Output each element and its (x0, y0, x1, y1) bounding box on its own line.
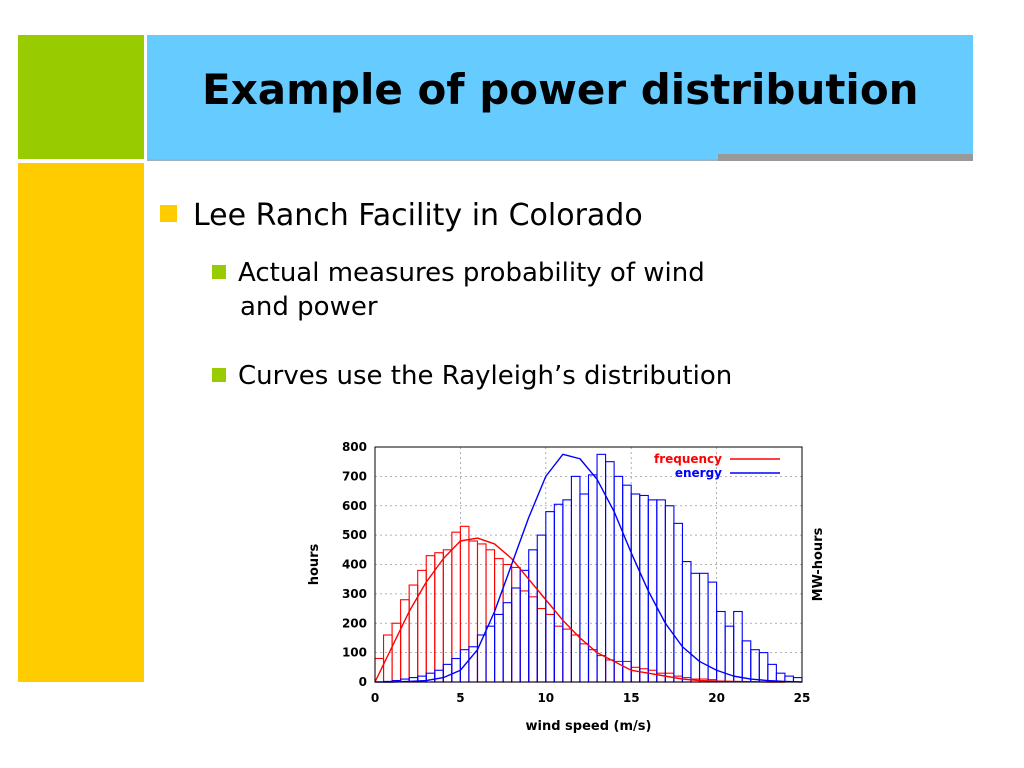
y-tick-label: 0 (359, 675, 367, 689)
title-underline-accent (718, 154, 973, 161)
frequency-bar (639, 668, 649, 683)
bullet-text: Curves use the Rayleigh’s distribution (238, 361, 733, 391)
frequency-bar (562, 628, 572, 683)
axis-ticks: 0 100 200 300 400 500 600 700 800 0 5 10 15 20 25 (342, 440, 810, 705)
bullet-level2: Curves use the Rayleigh’s distribution (212, 361, 732, 391)
bullet-text: Actual measures probability of wind (238, 258, 705, 288)
bullet-text: Lee Ranch Facility in Colorado (193, 198, 643, 233)
energy-bar (630, 493, 641, 683)
frequency-bar (587, 649, 598, 683)
energy-bar (494, 613, 504, 683)
energy-bar (570, 475, 581, 683)
energy-bar (502, 602, 513, 683)
square-bullet-icon (212, 265, 226, 279)
bullet-continuation: and power (240, 292, 378, 322)
energy-bar (553, 503, 564, 683)
frequency-bar (553, 625, 564, 683)
histogram-bars (374, 453, 803, 683)
y-tick-label: 500 (342, 528, 367, 542)
frequency-bar (442, 549, 453, 683)
frequency-bar (519, 590, 530, 683)
x-tick-label: 10 (537, 691, 554, 705)
slide-title: Example of power distribution (202, 65, 919, 114)
energy-bar (613, 475, 624, 683)
frequency-bar (579, 643, 590, 683)
energy-bar (562, 499, 572, 683)
y-tick-label: 800 (342, 440, 367, 454)
energy-bar (681, 561, 692, 683)
wind-distribution-chart: 0 100 200 300 400 500 600 700 800 0 5 10 15 20 25 freq… (307, 440, 826, 734)
frequency-bar (596, 655, 607, 683)
yellow-accent-block (18, 163, 144, 682)
energy-bar (511, 587, 521, 683)
frequency-bar (622, 660, 632, 683)
y-tick-label: 200 (342, 616, 367, 630)
y-tick-label: 100 (342, 646, 367, 660)
frequency-bar (647, 669, 658, 683)
energy-bar (673, 522, 683, 683)
energy-bar (519, 569, 530, 683)
energy-bar (442, 663, 453, 683)
x-tick-label: 25 (794, 691, 811, 705)
energy-bar (528, 549, 538, 683)
energy-bar (545, 511, 555, 683)
energy-bar (647, 499, 658, 683)
energy-bar (485, 625, 496, 683)
title-band: Example of power distribution (147, 35, 973, 159)
frequency-bar (630, 666, 641, 683)
legend-label: frequency (654, 452, 722, 466)
rayleigh-curves (374, 453, 803, 683)
energy-curve (375, 453, 803, 683)
green-accent-block (18, 35, 144, 159)
legend-label: energy (675, 466, 722, 480)
x-tick-label: 15 (623, 691, 640, 705)
frequency-bar (528, 596, 538, 683)
energy-bar (656, 499, 666, 683)
energy-bar (605, 461, 615, 683)
frequency-bar (570, 634, 581, 683)
frequency-bar (511, 566, 521, 683)
energy-bar (690, 572, 701, 683)
energy-bar (741, 640, 752, 683)
y-tick-label: 400 (342, 558, 367, 572)
frequency-bar (605, 659, 615, 683)
bullet-line: Actual measures probability of wind (212, 256, 705, 290)
frequency-bar (536, 608, 547, 683)
x-tick-label: 20 (708, 691, 725, 705)
plot-frame (374, 446, 803, 683)
x-tick-label: 0 (371, 691, 379, 705)
frequency-bar (451, 531, 461, 683)
frequency-bar (417, 569, 427, 683)
y-tick-label: 700 (342, 469, 367, 483)
energy-bar (758, 652, 769, 683)
frequency-bar (468, 540, 479, 683)
frequency-curve (374, 537, 785, 683)
frequency-bar (459, 525, 470, 683)
energy-bar (733, 610, 743, 683)
bullet-level2: Actual measures probability of wind and … (212, 256, 705, 324)
y2-axis-label: MW-hours (811, 527, 826, 601)
frequency-bar (382, 634, 393, 683)
energy-bar (476, 634, 487, 683)
bullet-level1: Lee Ranch Facility in Colorado (160, 198, 643, 233)
energy-bar (579, 493, 590, 683)
frequency-bar (545, 613, 555, 683)
frequency-bar (494, 558, 504, 683)
square-bullet-icon (160, 205, 177, 222)
frequency-bar (425, 555, 436, 683)
x-tick-label: 5 (456, 691, 464, 705)
frequency-bar (434, 552, 444, 683)
y-axis-label: hours (307, 543, 322, 585)
y-tick-label: 600 (342, 499, 367, 513)
frequency-bar (400, 599, 410, 683)
energy-bar (767, 663, 777, 683)
energy-bar (434, 669, 444, 683)
y-tick-label: 300 (342, 587, 367, 601)
title-divider (147, 159, 973, 161)
x-axis-label: wind speed (m/s) (526, 719, 652, 734)
energy-bar (750, 649, 760, 683)
square-bullet-icon (212, 368, 226, 382)
